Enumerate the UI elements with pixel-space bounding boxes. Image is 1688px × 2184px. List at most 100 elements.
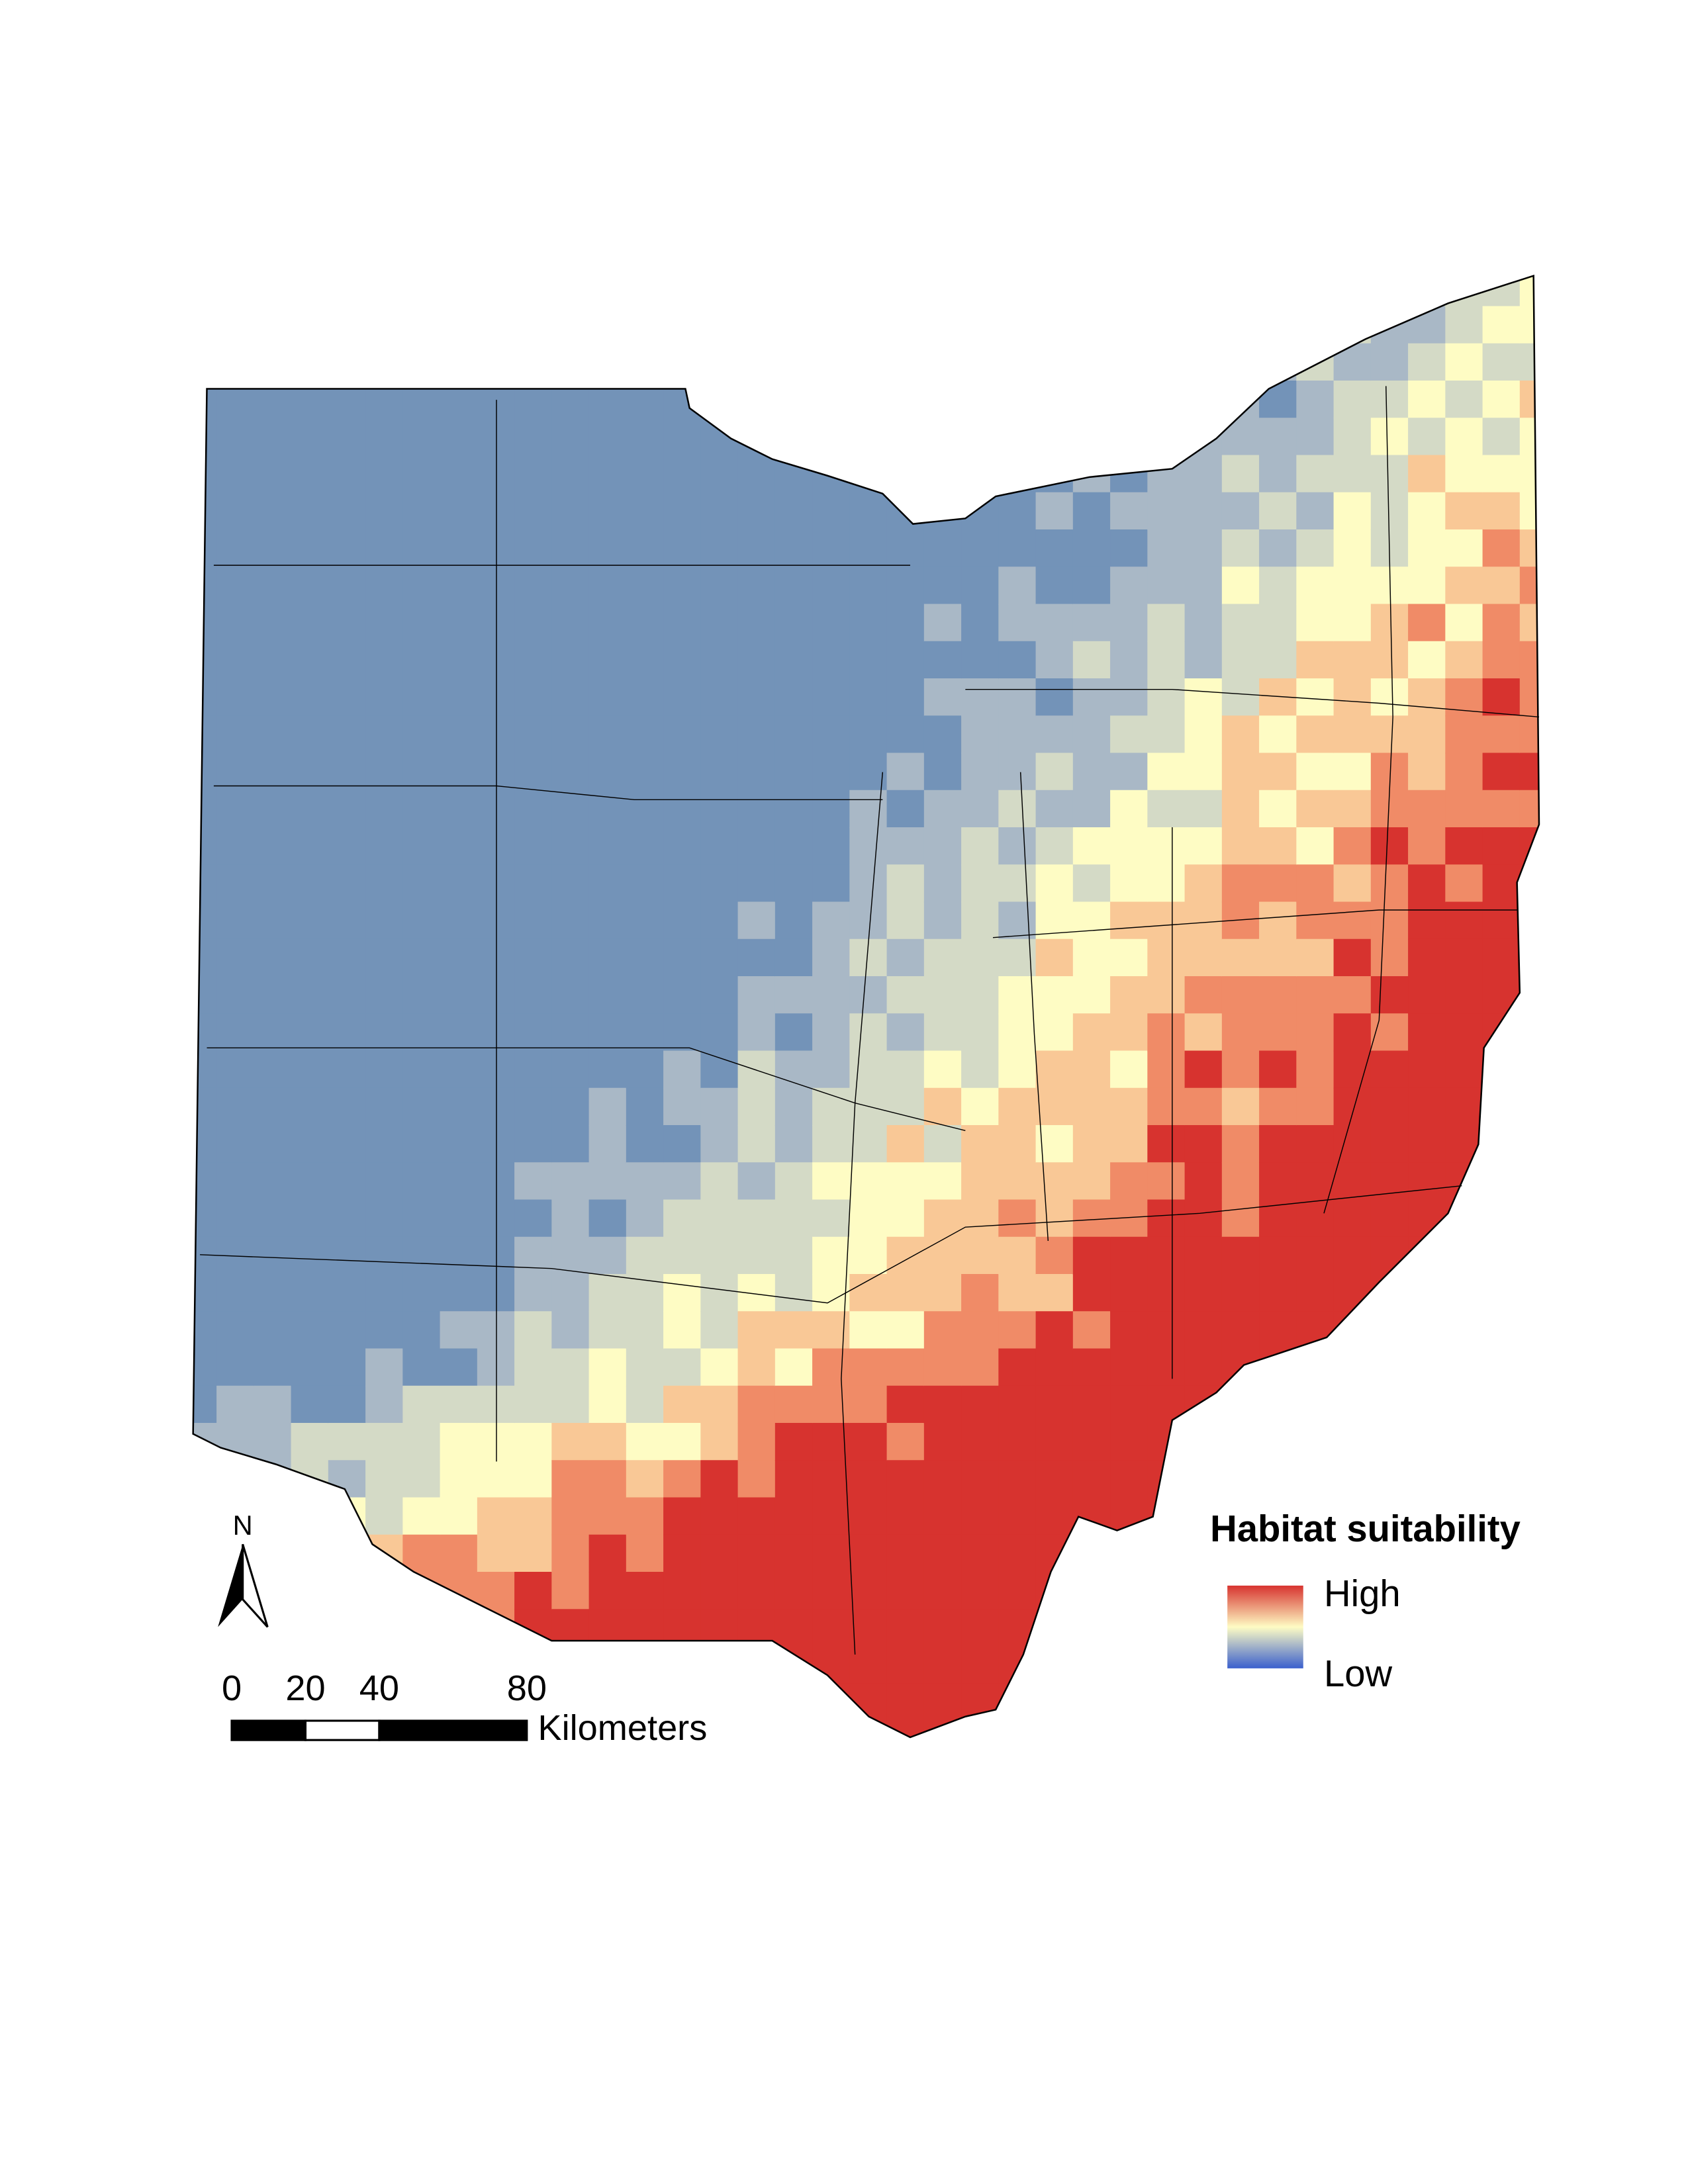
raster-cell [328, 1423, 367, 1461]
raster-cell [1296, 418, 1335, 456]
raster-cell [700, 1199, 739, 1238]
raster-cell [402, 641, 441, 680]
north-label: N [233, 1510, 253, 1541]
raster-cell [254, 418, 292, 456]
raster-cell [1408, 1460, 1446, 1498]
raster-cell [1519, 1125, 1539, 1163]
raster-cell [1482, 790, 1521, 829]
raster-cell [193, 381, 218, 419]
raster-cell [1519, 864, 1539, 903]
raster-cell [1519, 1274, 1539, 1312]
raster-cell [1408, 1236, 1446, 1275]
raster-cell [1296, 1087, 1335, 1126]
raster-cell [588, 492, 627, 531]
raster-cell [365, 306, 404, 344]
raster-cell [1147, 1385, 1186, 1424]
raster-cell [402, 1050, 441, 1089]
raster-cell [737, 1050, 776, 1089]
raster-cell [700, 1423, 739, 1461]
raster-cell [1519, 752, 1539, 791]
raster-cell [1296, 1162, 1335, 1201]
raster-cell [402, 604, 441, 642]
raster-cell [193, 678, 218, 717]
raster-cell [961, 1087, 1000, 1126]
raster-cell [737, 678, 776, 717]
raster-cell [886, 1646, 925, 1684]
raster-cell [514, 1199, 553, 1238]
raster-cell [193, 1348, 218, 1387]
raster-cell [626, 1385, 665, 1424]
raster-cell [216, 790, 255, 829]
raster-cell [365, 1497, 404, 1535]
raster-cell [588, 1274, 627, 1312]
raster-cell [737, 641, 776, 680]
raster-cell [1408, 1199, 1446, 1238]
raster-cell [365, 1050, 404, 1089]
raster-cell [216, 1125, 255, 1163]
raster-cell [774, 1013, 814, 1052]
raster-cell [626, 1460, 665, 1498]
raster-cell [774, 1348, 814, 1387]
raster-cell [998, 790, 1037, 829]
raster-cell [291, 1162, 329, 1201]
raster-cell [998, 529, 1037, 568]
raster-cell [700, 1125, 739, 1163]
raster-cell [774, 1199, 814, 1238]
raster-cell [774, 529, 814, 568]
raster-cell [961, 1013, 1000, 1052]
raster-cell [193, 1646, 218, 1684]
raster-cell [254, 1274, 292, 1312]
raster-cell [1333, 1274, 1372, 1312]
raster-cell [1333, 790, 1372, 829]
raster-cell [551, 306, 590, 344]
raster-cell [365, 1348, 404, 1387]
raster-cell [812, 715, 851, 754]
raster-cell [1147, 381, 1186, 419]
raster-cell [1482, 1609, 1521, 1647]
raster-cell [1035, 1721, 1074, 1737]
raster-cell [1259, 306, 1297, 344]
raster-cell [254, 678, 292, 717]
raster-cell [849, 1497, 888, 1535]
raster-cell [1408, 1162, 1446, 1201]
raster-cell [700, 678, 739, 717]
raster-cell [1035, 1534, 1074, 1573]
raster-cell [1408, 1572, 1446, 1610]
raster-cell [1072, 827, 1111, 866]
raster-cell [588, 1236, 627, 1275]
raster-cell [1259, 938, 1297, 978]
raster-cell [254, 901, 292, 940]
raster-cell [849, 529, 888, 568]
raster-cell [254, 1385, 292, 1424]
raster-cell [402, 1162, 441, 1201]
raster-cell [886, 1497, 925, 1535]
raster-cell [402, 529, 441, 568]
raster-cell [774, 1236, 814, 1275]
raster-cell [1221, 1683, 1260, 1722]
raster-cell [774, 752, 814, 791]
raster-cell [1445, 1050, 1483, 1089]
raster-cell [1333, 492, 1372, 531]
raster-cell [626, 864, 665, 903]
raster-cell [812, 678, 851, 717]
raster-cell [328, 938, 367, 978]
raster-cell [1482, 1236, 1521, 1275]
raster-cell [1519, 1646, 1539, 1684]
raster-cell [626, 1125, 665, 1163]
raster-cell [1408, 1050, 1446, 1089]
raster-cell [1370, 827, 1409, 866]
raster-cell [886, 1274, 925, 1312]
raster-cell [626, 715, 665, 754]
raster-cell [1072, 418, 1111, 456]
raster-cell [1259, 1460, 1297, 1498]
raster-cell [440, 976, 478, 1015]
raster-cell [737, 1199, 776, 1238]
raster-cell [402, 1348, 441, 1387]
raster-cell [1072, 306, 1111, 344]
raster-cell [254, 864, 292, 903]
raster-cell [365, 901, 404, 940]
raster-cell [1221, 275, 1260, 307]
raster-cell [998, 1683, 1037, 1722]
raster-cell [440, 567, 478, 605]
raster-cell [1147, 1311, 1186, 1349]
